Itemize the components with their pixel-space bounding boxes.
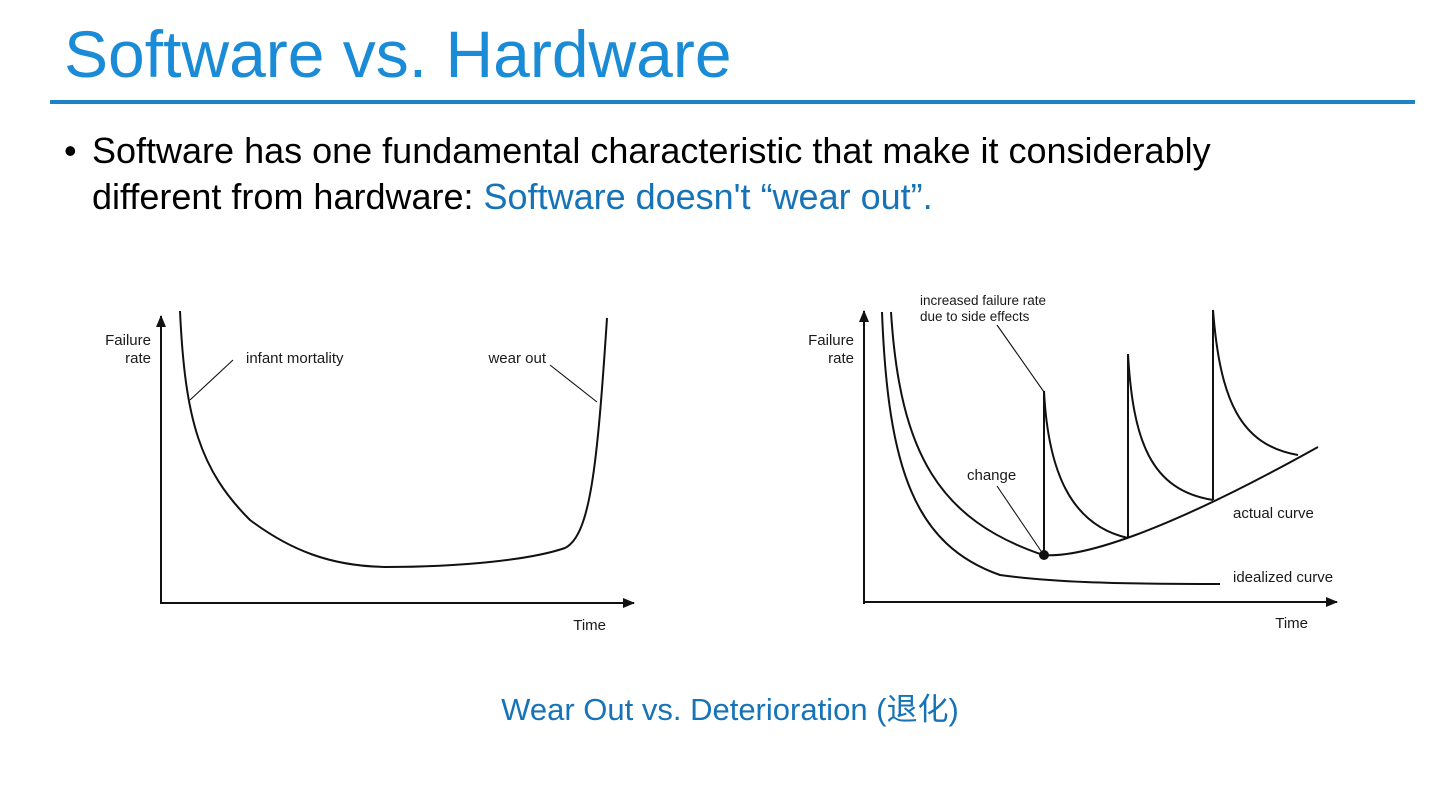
hw-xlabel: Time [573,617,606,634]
title-divider [50,100,1415,104]
sw-idealized-curve [881,311,1221,585]
sw-actual-curve-spike-2 [1127,353,1214,538]
sw-annotation-side-effects-line2: due to side effects [920,309,1030,324]
slide-title: Software vs. Hardware [64,17,732,91]
bullet-line-2: different from hardware: Software doesn'… [92,174,1404,220]
sw-actual-curve-spike-3 [1212,309,1299,500]
hw-infant-mortality-leader [189,359,234,401]
hw-bathtub-curve [179,310,608,569]
bullet-text: Software has one fundamental characteris… [92,128,1404,220]
hw-ylabel-line1: Failure [105,332,151,349]
sw-xlabel: Time [1275,615,1308,632]
bullet-highlight: Software doesn't “wear out”. [483,176,933,217]
sw-label-idealized-curve: idealized curve [1233,569,1333,586]
sw-actual-curve-spike-1 [1043,390,1129,555]
slide-caption: Wear Out vs. Deterioration (退化) [501,692,959,727]
sw-annotation-change: change [967,467,1016,484]
hw-ylabel-line2: rate [125,350,151,367]
hw-annotation-wear-out: wear out [487,350,546,367]
hw-wear-out-leader [549,364,598,403]
sw-side-effects-leader [996,324,1045,393]
sw-change-leader [996,485,1042,552]
bullet-line-1: Software has one fundamental characteris… [92,130,1211,171]
bullet-line-2-plain: different from hardware: [92,176,484,217]
sw-ylabel-line2: rate [828,350,854,367]
sw-annotation-side-effects-line1: increased failure rate [920,293,1046,308]
sw-ylabel-line1: Failure [808,332,854,349]
software-failure-curve-diagram: Failure rate increased failure rate due … [808,293,1338,632]
hw-annotation-infant-mortality: infant mortality [246,350,344,367]
bullet-dot-icon: • [64,130,77,171]
sw-label-actual-curve: actual curve [1233,505,1314,522]
sw-change-point [1039,550,1049,560]
hardware-failure-curve-diagram: Failure rate infant mortality wear out T… [105,310,635,634]
bullet-point: • Software has one fundamental character… [64,128,1404,220]
